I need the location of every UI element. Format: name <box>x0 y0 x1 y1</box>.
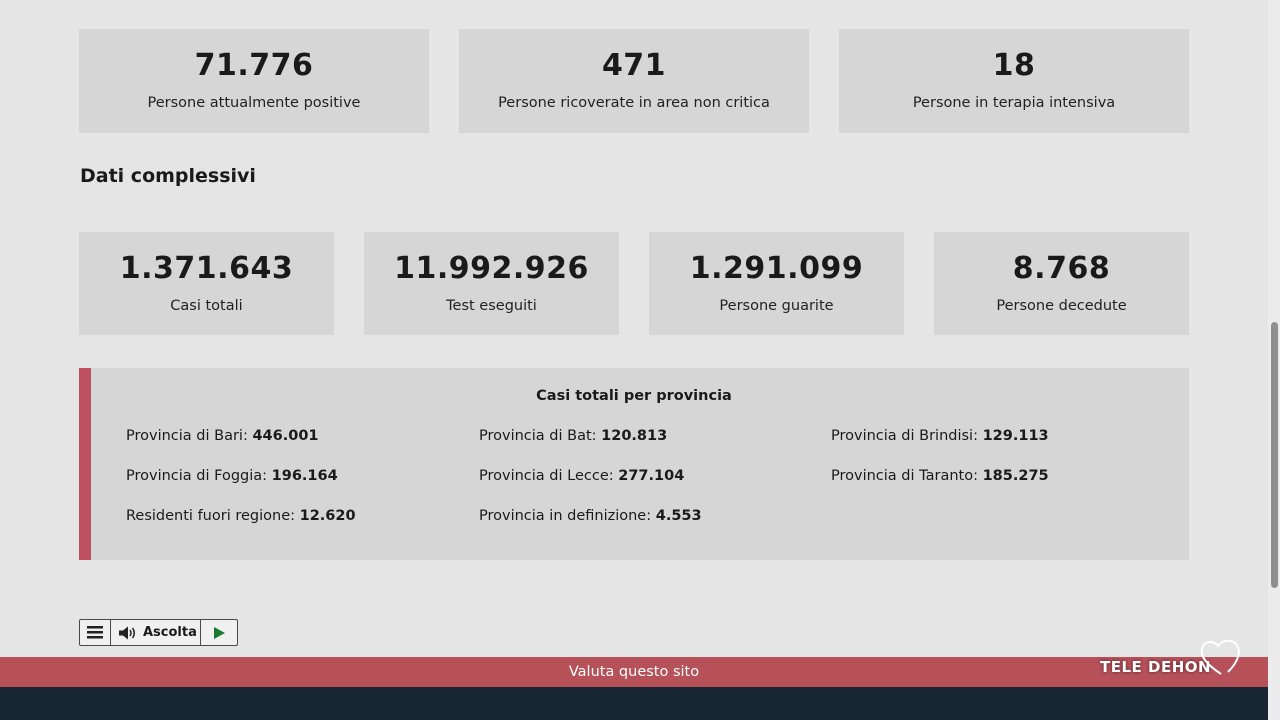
province-item-bari: Provincia di Bari: 446.001 <box>126 428 319 444</box>
stat-card-intensive-care: 18 Persone in terapia intensiva <box>839 29 1189 133</box>
province-label: Provincia di Lecce: <box>479 468 614 484</box>
stat-value: 8.768 <box>1012 250 1111 286</box>
province-label: Residenti fuori regione: <box>126 508 295 524</box>
province-value: 277.104 <box>618 468 685 484</box>
rate-site-bar[interactable]: Valuta questo sito <box>0 657 1268 687</box>
stat-label: Casi totali <box>170 297 243 314</box>
stat-card-deceased: 8.768 Persone decedute <box>934 232 1189 335</box>
scrollbar[interactable] <box>1268 0 1280 720</box>
listen-player: Ascolta <box>79 619 238 646</box>
stat-label: Persone attualmente positive <box>147 95 361 111</box>
province-label: Provincia di Taranto: <box>831 468 978 484</box>
rate-site-label: Valuta questo sito <box>568 664 700 680</box>
menu-icon <box>87 626 103 639</box>
listen-label: Ascolta <box>143 625 197 640</box>
tv-watermark: TELE DEHON <box>1100 639 1240 676</box>
speaker-icon <box>119 626 135 639</box>
province-item-foggia: Provincia di Foggia: 196.164 <box>126 468 338 484</box>
stat-label: Persone in terapia intensiva <box>912 95 1116 111</box>
stat-value: 71.776 <box>194 48 314 83</box>
province-panel-title: Casi totali per provincia <box>536 388 732 404</box>
stat-value: 18 <box>992 48 1036 83</box>
province-value: 185.275 <box>982 468 1049 484</box>
heart-icon <box>1200 639 1240 675</box>
province-label: Provincia in definizione: <box>479 508 652 524</box>
stat-label: Persone guarite <box>719 297 834 314</box>
province-value: 12.620 <box>299 508 356 524</box>
province-value: 446.001 <box>252 428 319 444</box>
stat-card-total-cases: 1.371.643 Casi totali <box>79 232 334 335</box>
province-label: Provincia di Foggia: <box>126 468 268 484</box>
section-title-overall: Dati complessivi <box>80 165 256 187</box>
play-icon <box>213 626 225 639</box>
province-item-brindisi: Provincia di Brindisi: 129.113 <box>831 428 1049 444</box>
play-button[interactable] <box>201 620 237 645</box>
stat-value: 11.992.926 <box>394 250 589 286</box>
province-label: Provincia di Bat: <box>479 428 597 444</box>
province-value: 129.113 <box>982 428 1049 444</box>
scrollbar-thumb[interactable] <box>1271 322 1278 588</box>
province-item-lecce: Provincia di Lecce: 277.104 <box>479 468 684 484</box>
watermark-text: TELE DEHON <box>1100 658 1212 676</box>
province-item-undefined: Provincia in definizione: 4.553 <box>479 508 702 524</box>
province-item-bat: Provincia di Bat: 120.813 <box>479 428 667 444</box>
stat-value: 471 <box>601 48 667 83</box>
accent-bar <box>79 368 91 560</box>
province-label: Provincia di Bari: <box>126 428 248 444</box>
province-item-out-of-region: Residenti fuori regione: 12.620 <box>126 508 356 524</box>
stat-card-hospitalized: 471 Persone ricoverate in area non criti… <box>459 29 809 133</box>
stat-value: 1.371.643 <box>119 250 294 286</box>
site-footer <box>0 687 1268 720</box>
player-menu-button[interactable] <box>80 620 111 645</box>
province-label: Provincia di Brindisi: <box>831 428 978 444</box>
stat-label: Test eseguiti <box>446 297 537 314</box>
province-value: 196.164 <box>271 468 338 484</box>
stat-card-positive: 71.776 Persone attualmente positive <box>79 29 429 133</box>
province-cases-panel: Casi totali per provincia Provincia di B… <box>79 368 1189 560</box>
province-item-taranto: Provincia di Taranto: 185.275 <box>831 468 1049 484</box>
stat-label: Persone ricoverate in area non critica <box>498 95 770 111</box>
province-value: 120.813 <box>601 428 668 444</box>
stat-value: 1.291.099 <box>689 250 864 286</box>
listen-button[interactable]: Ascolta <box>111 620 201 645</box>
stat-label: Persone decedute <box>996 297 1127 314</box>
province-value: 4.553 <box>655 508 702 524</box>
stat-card-tests: 11.992.926 Test eseguiti <box>364 232 619 335</box>
stat-card-recovered: 1.291.099 Persone guarite <box>649 232 904 335</box>
